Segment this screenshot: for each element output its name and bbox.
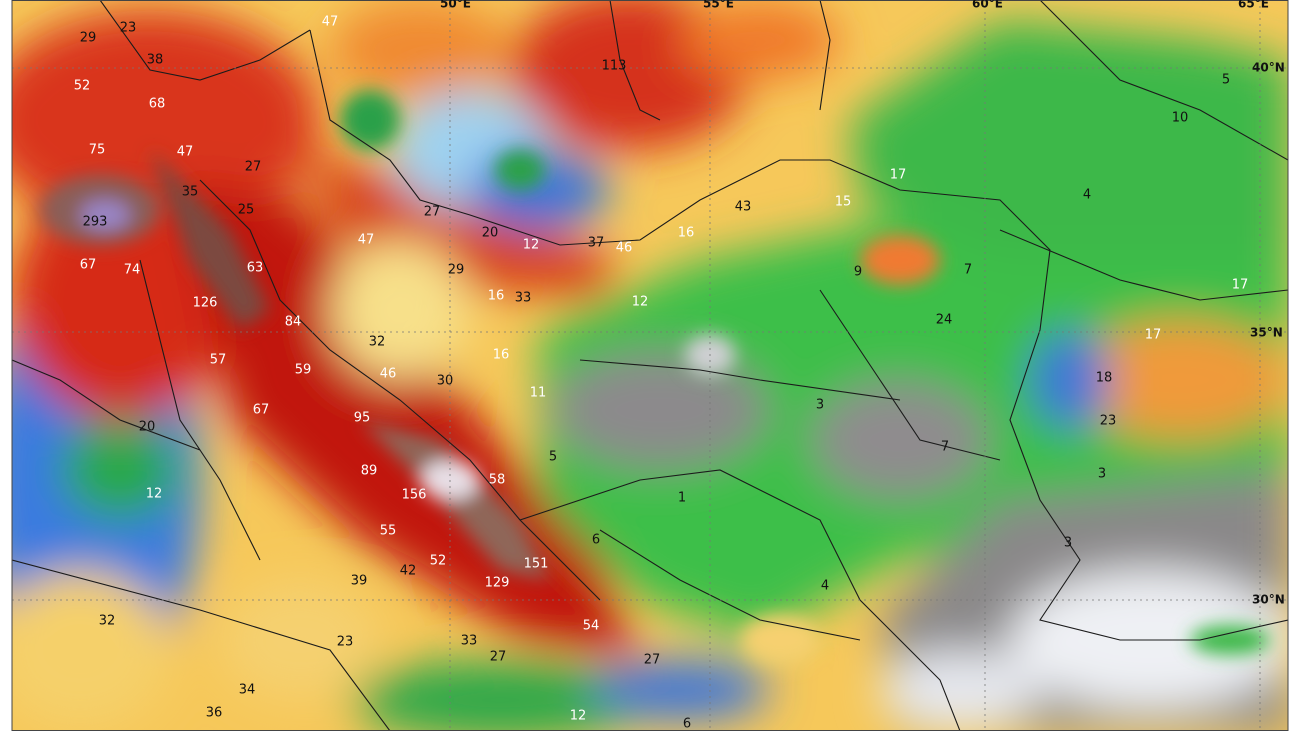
precipitation-label: 5 bbox=[549, 450, 557, 465]
precipitation-label: 24 bbox=[936, 313, 953, 328]
precipitation-label: 67 bbox=[253, 403, 270, 418]
precipitation-label: 12 bbox=[570, 709, 587, 724]
precipitation-label: 67 bbox=[80, 258, 97, 273]
latitude-label: 40°N bbox=[1252, 61, 1285, 75]
precipitation-label: 156 bbox=[402, 488, 427, 503]
precipitation-label: 47 bbox=[177, 145, 194, 160]
precipitation-label: 17 bbox=[1232, 278, 1249, 293]
precipitation-label: 27 bbox=[424, 205, 441, 220]
precipitation-label: 27 bbox=[644, 653, 661, 668]
precipitation-label: 32 bbox=[369, 335, 386, 350]
precipitation-label: 6 bbox=[592, 533, 600, 548]
precipitation-label: 36 bbox=[206, 706, 223, 721]
precipitation-label: 47 bbox=[322, 15, 339, 30]
precipitation-label: 27 bbox=[490, 650, 507, 665]
precipitation-label: 7 bbox=[964, 263, 972, 278]
precipitation-label: 59 bbox=[295, 363, 312, 378]
latitude-label: 30°N bbox=[1252, 593, 1285, 607]
precipitation-label: 293 bbox=[83, 215, 108, 230]
precipitation-label: 46 bbox=[380, 367, 397, 382]
precipitation-label: 1 bbox=[678, 491, 686, 506]
precipitation-label: 52 bbox=[74, 79, 91, 94]
precipitation-label: 54 bbox=[583, 619, 600, 634]
longitude-label: 60°E bbox=[972, 0, 1003, 11]
precipitation-label: 23 bbox=[120, 21, 137, 36]
precipitation-label: 12 bbox=[523, 238, 540, 253]
precipitation-label: 10 bbox=[1172, 111, 1189, 126]
precipitation-label: 9 bbox=[854, 265, 862, 280]
graticule bbox=[12, 0, 1288, 731]
precipitation-label: 33 bbox=[461, 634, 478, 649]
longitude-label: 65°E bbox=[1238, 0, 1269, 11]
precipitation-label: 42 bbox=[400, 564, 417, 579]
precipitation-label: 12 bbox=[146, 487, 163, 502]
precipitation-label: 35 bbox=[182, 185, 199, 200]
field-details bbox=[40, 90, 1270, 665]
precipitation-label: 75 bbox=[89, 143, 106, 158]
precipitation-label: 68 bbox=[149, 97, 166, 112]
precipitation-label: 33 bbox=[515, 291, 532, 306]
precipitation-label: 46 bbox=[616, 241, 633, 256]
precipitation-label: 74 bbox=[124, 263, 141, 278]
precipitation-label: 52 bbox=[430, 554, 447, 569]
precipitation-label: 43 bbox=[735, 200, 752, 215]
precipitation-label: 12 bbox=[632, 295, 649, 310]
latitude-label: 35°N bbox=[1250, 326, 1283, 340]
coordinate-labels: 50°E 55°E 60°E 65°E 40°N 35°N 30°N bbox=[440, 0, 1285, 607]
precipitation-label: 16 bbox=[493, 348, 510, 363]
precipitation-label: 129 bbox=[485, 576, 510, 591]
precipitation-label: 30 bbox=[437, 374, 454, 389]
precipitation-label: 3 bbox=[816, 398, 824, 413]
precipitation-label: 25 bbox=[238, 203, 255, 218]
precipitation-label: 23 bbox=[1100, 414, 1117, 429]
precipitation-label: 29 bbox=[448, 263, 465, 278]
precipitation-label: 11 bbox=[530, 386, 547, 401]
precipitation-label: 57 bbox=[210, 353, 227, 368]
precipitation-label: 29 bbox=[80, 31, 97, 46]
longitude-label: 55°E bbox=[703, 0, 734, 11]
precipitation-label: 4 bbox=[821, 579, 829, 594]
borders bbox=[12, 0, 1288, 731]
precipitation-label: 17 bbox=[890, 168, 907, 183]
precipitation-label: 32 bbox=[99, 614, 116, 629]
longitude-label: 50°E bbox=[440, 0, 471, 11]
precipitation-label: 6 bbox=[683, 717, 691, 731]
precipitation-label: 34 bbox=[239, 683, 256, 698]
precipitation-label: 126 bbox=[193, 296, 218, 311]
precipitation-label: 7 bbox=[941, 440, 949, 455]
precipitation-label: 38 bbox=[147, 53, 164, 68]
precipitation-label: 58 bbox=[489, 473, 506, 488]
precipitation-label: 20 bbox=[139, 420, 156, 435]
precipitation-label: 5 bbox=[1222, 73, 1230, 88]
precipitation-label: 84 bbox=[285, 315, 302, 330]
precipitation-label: 89 bbox=[361, 464, 378, 479]
precipitation-label: 23 bbox=[337, 635, 354, 650]
precipitation-label: 3 bbox=[1064, 536, 1072, 551]
precipitation-label: 20 bbox=[482, 226, 499, 241]
precipitation-label: 151 bbox=[524, 557, 549, 572]
precipitation-label: 16 bbox=[488, 289, 505, 304]
precipitation-label: 3 bbox=[1098, 467, 1106, 482]
precipitation-label: 95 bbox=[354, 411, 371, 426]
precipitation-label: 15 bbox=[835, 195, 852, 210]
precipitation-label: 55 bbox=[380, 524, 397, 539]
precipitation-label: 39 bbox=[351, 574, 368, 589]
precipitation-label: 113 bbox=[602, 59, 627, 74]
precipitation-label: 63 bbox=[247, 261, 264, 276]
precipitation-label: 16 bbox=[678, 226, 695, 241]
precipitation-label: 27 bbox=[245, 160, 262, 175]
precipitation-label: 17 bbox=[1145, 328, 1162, 343]
precipitation-label: 37 bbox=[588, 236, 605, 251]
precipitation-label: 18 bbox=[1096, 371, 1113, 386]
precipitation-label: 47 bbox=[358, 233, 375, 248]
precipitation-label: 4 bbox=[1083, 188, 1091, 203]
